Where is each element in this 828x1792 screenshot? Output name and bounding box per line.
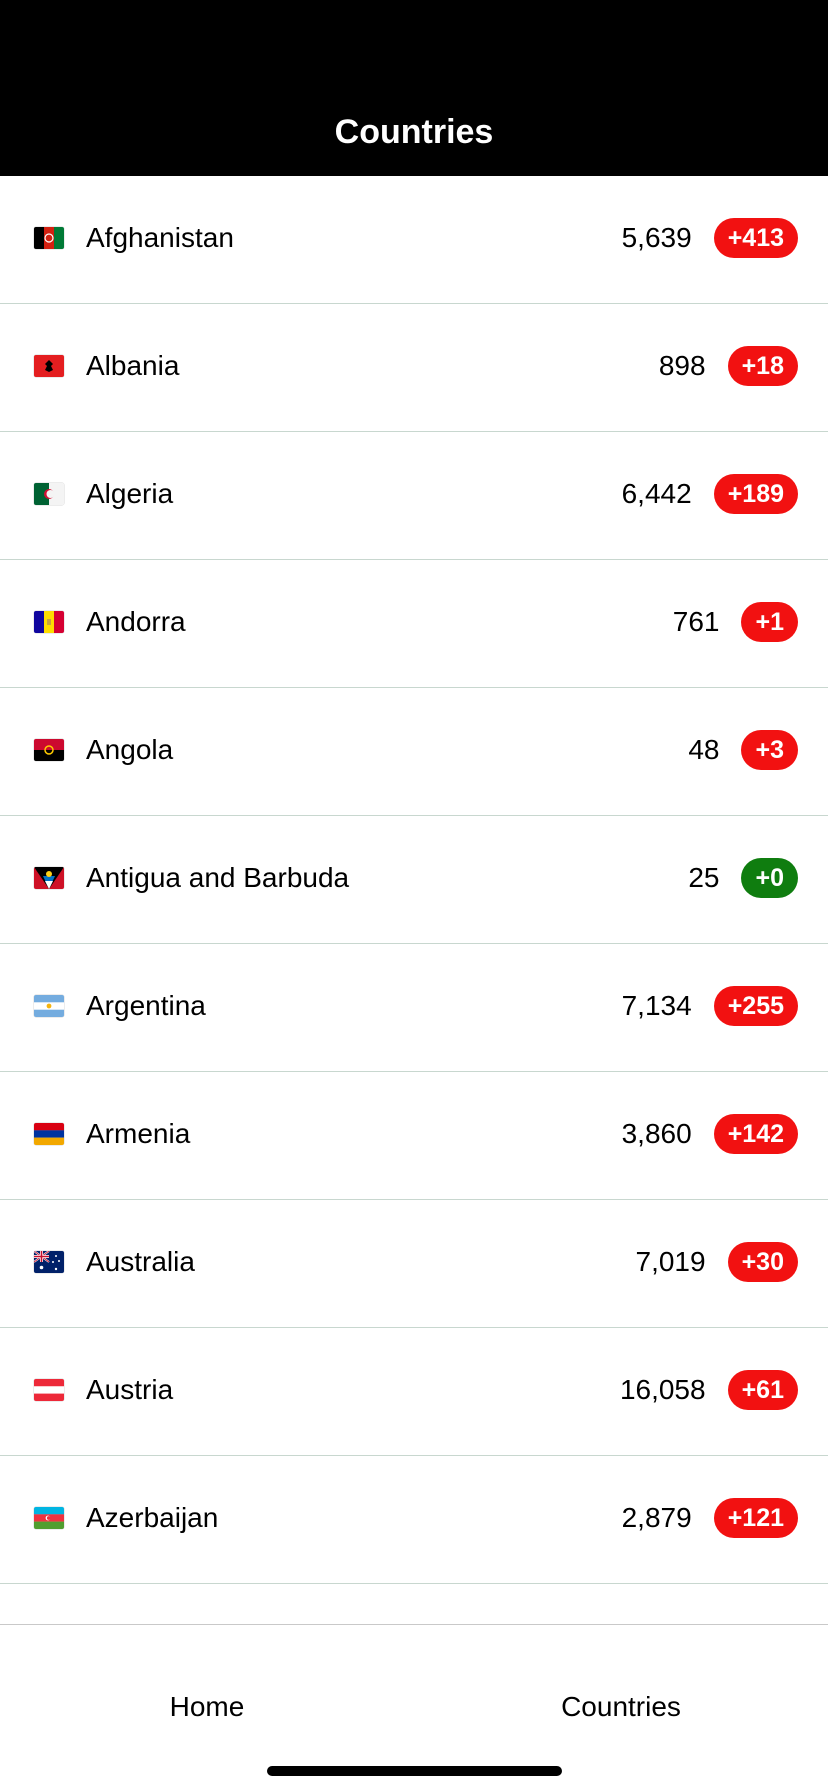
tab-home[interactable]: Home — [169, 1691, 245, 1722]
case-count: 898 — [658, 350, 706, 381]
case-count: 25 — [688, 862, 720, 893]
country-name: Austria — [86, 1374, 174, 1405]
list-item[interactable]: Argentina 7,134 +255 — [0, 944, 828, 1072]
country-name: Australia — [86, 1246, 195, 1277]
case-count: 48 — [688, 734, 720, 765]
argentina-flag-icon — [34, 995, 64, 1017]
country-name: Afghanistan — [86, 222, 234, 253]
country-name: Angola — [86, 734, 174, 765]
list-item[interactable]: Angola 48 +3 — [0, 688, 828, 816]
austria-flag-icon — [34, 1379, 64, 1401]
list-item[interactable]: Andorra 761 +1 — [0, 560, 828, 688]
list-item[interactable]: Albania 898 +18 — [0, 304, 828, 432]
antigua-and-barbuda-flag-icon — [34, 867, 64, 889]
afghanistan-flag-icon — [34, 227, 64, 249]
delta-badge: +121 — [713, 1498, 798, 1538]
andorra-flag-icon — [34, 611, 64, 633]
list-item[interactable]: Antigua and Barbuda 25 +0 — [0, 816, 828, 944]
algeria-flag-icon — [34, 483, 64, 505]
armenia-flag-icon — [34, 1123, 64, 1145]
delta-badge: +1 — [741, 602, 798, 642]
nav-header: Countries — [0, 0, 828, 176]
delta-badge: +255 — [713, 986, 798, 1026]
list-item[interactable]: Afghanistan 5,639 +413 — [0, 176, 828, 304]
delta-badge: +0 — [741, 858, 798, 898]
albania-flag-icon — [34, 355, 64, 377]
delta-badge: +18 — [727, 346, 798, 386]
case-count: 5,639 — [621, 222, 692, 253]
list-item[interactable]: Azerbaijan 2,879 +121 — [0, 1456, 828, 1584]
country-name: Azerbaijan — [86, 1502, 219, 1533]
country-name: Algeria — [86, 478, 174, 509]
list-item[interactable]: Austria 16,058 +61 — [0, 1328, 828, 1456]
angola-flag-icon — [34, 739, 64, 761]
delta-badge: +3 — [741, 730, 798, 770]
case-count: 6,442 — [621, 478, 692, 509]
case-count: 2,879 — [621, 1502, 692, 1533]
country-name: Albania — [86, 350, 180, 381]
country-name: Andorra — [86, 606, 186, 637]
case-count: 16,058 — [619, 1374, 706, 1405]
countries-list[interactable]: Afghanistan 5,639 +413 Albania 898 +18 — [0, 176, 828, 1624]
australia-flag-icon — [34, 1251, 64, 1273]
delta-badge: +142 — [713, 1114, 798, 1154]
list-item[interactable]: Armenia 3,860 +142 — [0, 1072, 828, 1200]
page-title: Countries — [334, 113, 494, 151]
delta-badge: +30 — [727, 1242, 798, 1282]
delta-badge: +413 — [713, 218, 798, 258]
tab-countries[interactable]: Countries — [561, 1691, 681, 1722]
delta-badge: +61 — [727, 1370, 798, 1410]
country-name: Armenia — [86, 1118, 191, 1149]
list-item[interactable]: Australia 7,019 +30 — [0, 1200, 828, 1328]
country-name: Antigua and Barbuda — [86, 862, 350, 893]
list-item[interactable]: Algeria 6,442 +189 — [0, 432, 828, 560]
home-indicator — [267, 1766, 562, 1776]
case-count: 761 — [672, 606, 720, 637]
azerbaijan-flag-icon — [34, 1507, 64, 1529]
case-count: 7,134 — [621, 990, 692, 1021]
tab-bar: Home Countries — [0, 1624, 828, 1792]
case-count: 3,860 — [621, 1118, 692, 1149]
country-name: Argentina — [86, 990, 206, 1021]
delta-badge: +189 — [713, 474, 798, 514]
case-count: 7,019 — [635, 1246, 706, 1277]
